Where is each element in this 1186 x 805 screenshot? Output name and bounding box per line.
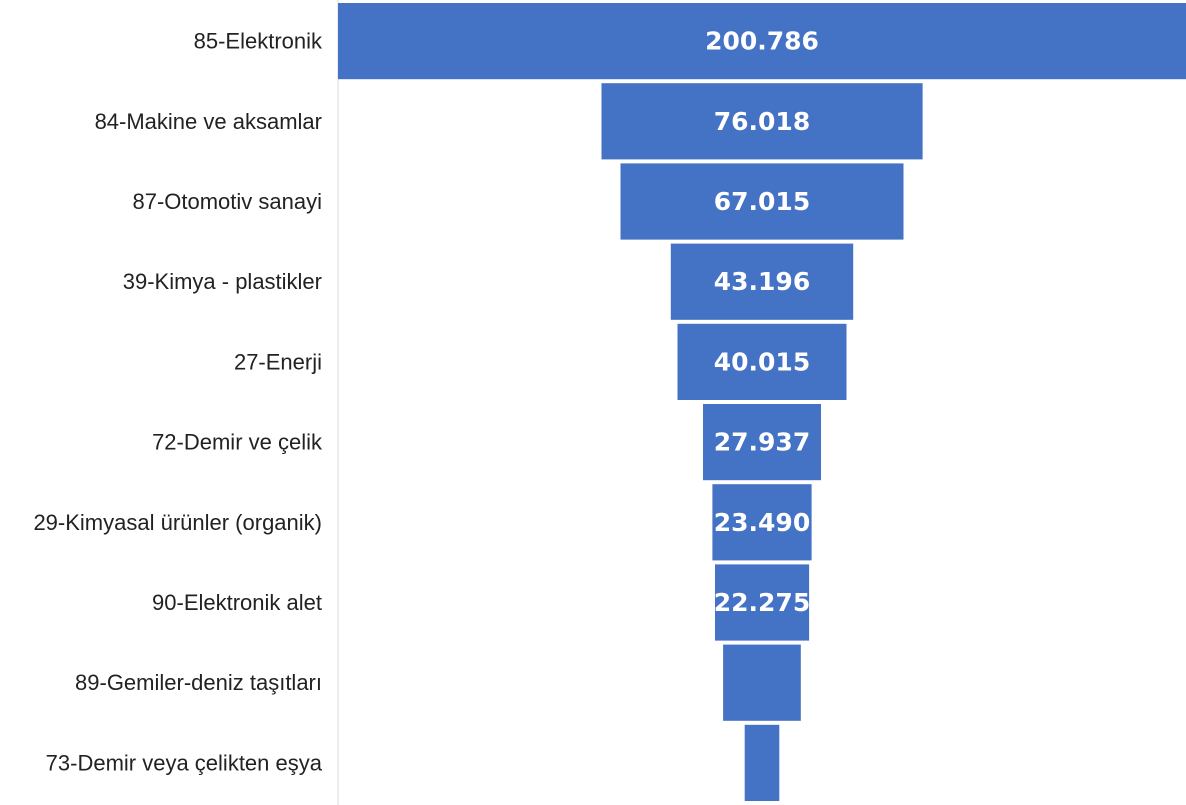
funnel-bar — [338, 3, 1186, 80]
funnel-bar — [677, 323, 847, 400]
funnel-bar — [712, 484, 812, 561]
category-label: 39-Kimya - plastikler — [123, 269, 322, 294]
funnel-bar — [670, 243, 854, 320]
data-labels: 200.786 76.018 67.015 43.196 40.015 27.937 23.… — [705, 27, 819, 617]
funnel-bar — [723, 644, 801, 721]
data-label: 40.015 — [714, 347, 810, 376]
category-label: 29-Kimyasal ürünler (organik) — [33, 510, 322, 535]
category-label: 87-Otomotiv sanayi — [132, 189, 322, 214]
data-label: 76.018 — [714, 107, 810, 136]
category-label: 27-Enerji — [234, 349, 322, 374]
data-label: 23.490 — [714, 508, 810, 537]
funnel-bar — [703, 404, 821, 481]
data-label: 22.275 — [714, 588, 810, 617]
funnel-bar — [601, 83, 923, 160]
data-label: 200.786 — [705, 27, 819, 56]
category-label: 89-Gemiler-deniz taşıtları — [75, 670, 322, 695]
category-label: 90-Elektronik alet — [152, 590, 322, 615]
funnel-bar — [620, 163, 904, 240]
data-label: 27.937 — [714, 428, 810, 457]
funnel-bar — [715, 564, 810, 641]
data-label: 67.015 — [714, 187, 810, 216]
funnel-bars — [338, 3, 1186, 801]
funnel-bar — [744, 724, 780, 801]
data-label: 43.196 — [714, 267, 810, 296]
category-labels: 85-Elektronik 84-Makine ve aksamlar 87-Oto… — [33, 29, 323, 776]
category-label: 73-Demir veya çelikten eşya — [46, 750, 323, 775]
category-label: 85-Elektronik — [194, 29, 323, 54]
category-label: 84-Makine ve aksamlar — [95, 109, 322, 134]
category-label: 72-Demir ve çelik — [152, 430, 323, 455]
